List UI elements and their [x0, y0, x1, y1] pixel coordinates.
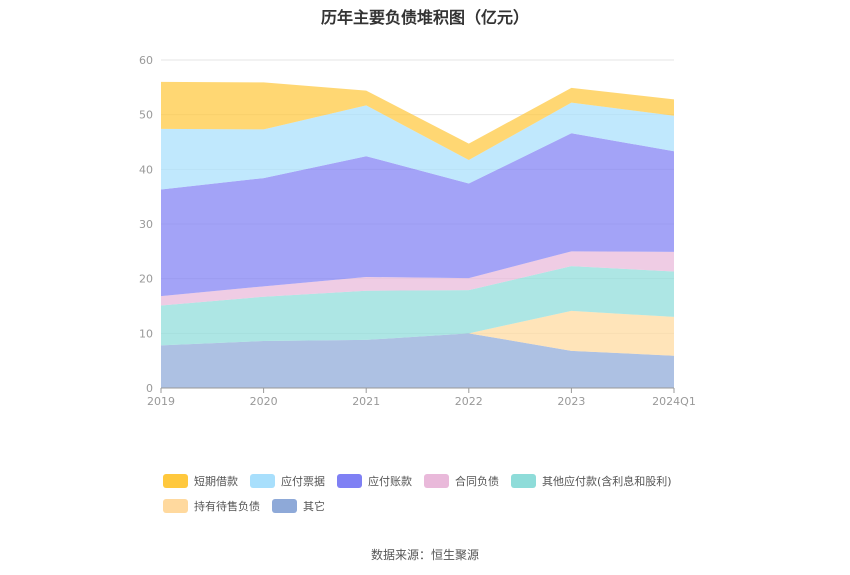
- area-series-6: [161, 81, 674, 161]
- x-tick-label: 2020: [250, 395, 278, 408]
- legend-row: 持有待售负债 其它: [163, 498, 723, 514]
- x-tick-label: 2021: [352, 395, 380, 408]
- legend-swatch: [424, 474, 449, 488]
- legend-swatch: [163, 474, 188, 488]
- x-tick-label: 2022: [455, 395, 483, 408]
- legend-swatch: [511, 474, 536, 488]
- y-tick-label: 0: [146, 382, 153, 395]
- area-series-2: [161, 266, 674, 346]
- y-tick-label: 10: [139, 327, 153, 340]
- area-series-1: [161, 310, 674, 356]
- legend-item[interactable]: 短期借款: [163, 473, 238, 489]
- y-tick-label: 60: [139, 54, 153, 67]
- legend-item[interactable]: 应付账款: [337, 473, 412, 489]
- chart-plot: 0 10 20 30 40 50 60 2019 2020 2021 2022 2023 2024Q1: [139, 54, 696, 408]
- legend-item[interactable]: 其他应付款(含利息和股利): [511, 473, 672, 489]
- area-series-4: [161, 133, 674, 297]
- legend-row: 短期借款 应付票据 应付账款 合同负债 其他应付款(含利息和股利): [163, 473, 723, 489]
- y-tick-label: 50: [139, 109, 153, 122]
- legend-label: 应付票据: [281, 475, 325, 488]
- x-tick-label: 2023: [557, 395, 585, 408]
- legend-swatch: [337, 474, 362, 488]
- y-tick-label: 20: [139, 273, 153, 286]
- x-tick-label: 2019: [147, 395, 175, 408]
- legend-item[interactable]: 其它: [272, 498, 325, 514]
- legend-label: 持有待售负债: [194, 500, 260, 513]
- legend-item[interactable]: 合同负债: [424, 473, 499, 489]
- source-note: 数据来源：恒生聚源: [370, 548, 479, 562]
- legend-item[interactable]: 持有待售负债: [163, 498, 260, 514]
- area-series-3: [161, 251, 674, 306]
- axes: 0 10 20 30 40 50 60 2019 2020 2021 2022 2023 2024Q1: [139, 54, 696, 408]
- legend-label: 其他应付款(含利息和股利): [542, 475, 672, 488]
- legend-swatch: [163, 499, 188, 513]
- legend-label: 其它: [303, 500, 325, 513]
- legend-label: 合同负债: [455, 475, 499, 488]
- stacked-areas: [161, 81, 674, 388]
- y-tick-label: 40: [139, 163, 153, 176]
- legend-label: 短期借款: [194, 475, 238, 488]
- legend-swatch: [272, 499, 297, 513]
- chart-title: 历年主要负债堆积图（亿元）: [320, 8, 529, 27]
- legend: 短期借款 应付票据 应付账款 合同负债 其他应付款(含利息和股利) 持有待售负债 其它: [163, 473, 723, 523]
- area-series-5: [161, 102, 674, 190]
- y-tick-label: 30: [139, 218, 153, 231]
- legend-item[interactable]: 应付票据: [250, 473, 325, 489]
- x-tick-label: 2024Q1: [652, 395, 696, 408]
- area-series-0: [161, 333, 674, 388]
- legend-label: 应付账款: [368, 475, 412, 488]
- legend-swatch: [250, 474, 275, 488]
